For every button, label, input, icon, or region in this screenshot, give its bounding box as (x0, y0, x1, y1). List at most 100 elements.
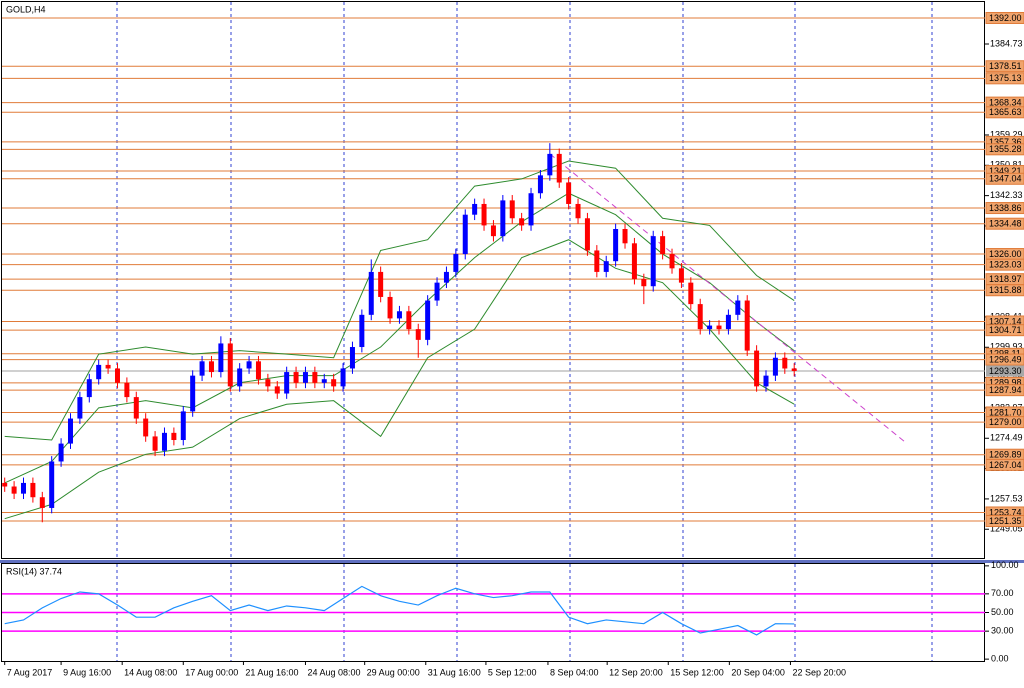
level-label: 1368.34 (989, 97, 1022, 107)
x-tick-label: 20 Sep 04:00 (731, 667, 785, 677)
level-label: 1269.89 (989, 450, 1022, 460)
candle-body (603, 261, 609, 272)
candle-body (772, 357, 778, 376)
x-tick-label: 5 Sep 12:00 (488, 667, 537, 677)
level-label: 1338.86 (989, 203, 1022, 213)
candle-body (754, 350, 760, 387)
candle-body (58, 443, 64, 462)
candle-body (566, 182, 572, 204)
chart-title: GOLD,H4 (6, 4, 46, 14)
candle-body (114, 368, 120, 383)
rsi-title: RSI(14) 37.74 (6, 566, 62, 576)
x-tick-label: 21 Aug 16:00 (245, 667, 298, 677)
level-label-box (985, 172, 1024, 185)
level-label: 1267.04 (989, 460, 1022, 470)
candle-body (425, 300, 431, 340)
candle-body (688, 282, 694, 305)
candle-body (396, 311, 402, 319)
y-tick-label: 50.00 (991, 607, 1014, 617)
x-tick-label: 22 Sep 20:00 (792, 667, 846, 677)
candle-body (11, 486, 17, 494)
candle-body (791, 368, 797, 371)
y-tick-label: 1384.73 (990, 38, 1023, 48)
candle-body (594, 250, 600, 272)
candle-body (650, 236, 656, 287)
candle-body (378, 271, 384, 297)
candle-body (190, 375, 196, 412)
main-frame (1, 1, 985, 559)
level-label: 1378.51 (989, 61, 1022, 71)
candle-body (284, 372, 290, 394)
level-label-box (985, 217, 1024, 230)
candle-body (39, 497, 45, 508)
candle-body (180, 411, 186, 441)
candle-body (660, 236, 666, 255)
y-tick-label: 1257.53 (990, 493, 1023, 503)
candle-body (716, 325, 722, 330)
candle-body (631, 243, 637, 280)
candle-body (359, 314, 365, 348)
level-label-box (985, 284, 1024, 297)
level-label: 1289.98 (989, 378, 1022, 388)
x-tick-label: 24 Aug 08:00 (307, 667, 360, 677)
candle-body (208, 361, 214, 373)
panel-separator (0, 560, 1024, 563)
y-tick-label: 0.00 (991, 654, 1009, 664)
candle-body (434, 282, 440, 301)
y-tick-label: 70.00 (991, 588, 1014, 598)
candle-body (105, 364, 111, 369)
y-tick-label: 1249.05 (990, 524, 1023, 534)
x-tick-label: 31 Aug 16:00 (428, 667, 481, 677)
level-label: 1307.14 (989, 316, 1022, 326)
candle-body (77, 397, 83, 419)
x-tick-label: 8 Sep 04:00 (550, 667, 599, 677)
candle-body (20, 482, 26, 494)
candle-body (453, 254, 459, 272)
x-tick-label: 15 Sep 12:00 (670, 667, 724, 677)
candle-body (678, 268, 684, 283)
x-tick-label: 17 Aug 00:00 (185, 667, 238, 677)
candle-body (49, 461, 55, 508)
candle-body (368, 271, 374, 315)
bollinger-upper (4, 160, 795, 441)
level-label: 1375.13 (989, 73, 1022, 83)
candle-body (406, 311, 412, 330)
level-label: 1296.49 (989, 354, 1022, 364)
candle-body (199, 361, 205, 376)
candle-body (556, 153, 562, 183)
x-tick-label: 29 Aug 00:00 (367, 667, 420, 677)
y-tick-label: 1350.81 (990, 160, 1023, 170)
current-price-box (986, 365, 1024, 377)
level-label-box (985, 60, 1024, 73)
candle-body (96, 364, 102, 380)
candle-body (415, 329, 421, 340)
level-label: 1281.70 (989, 407, 1022, 417)
y-tick-label: 30.00 (991, 626, 1014, 636)
candle-body (265, 379, 271, 387)
level-label: 1334.48 (989, 219, 1022, 229)
candle-body (237, 368, 243, 387)
level-label: 1304.71 (989, 325, 1022, 335)
level-label-box (985, 72, 1024, 85)
candle-body (133, 397, 139, 419)
candle-body (697, 304, 703, 330)
candle-body (509, 200, 515, 219)
level-label-box (985, 324, 1024, 337)
candle-body (387, 296, 393, 319)
level-label: 1253.74 (989, 507, 1022, 517)
level-label-box (985, 11, 1024, 24)
candle-body (519, 218, 525, 226)
level-label: 1347.04 (989, 174, 1022, 184)
level-label-box (985, 416, 1024, 429)
current-price-label: 1293.30 (989, 366, 1022, 376)
candle-body (735, 300, 741, 315)
candle-body (30, 482, 36, 498)
candle-body (321, 379, 327, 383)
level-label-box (985, 458, 1024, 471)
y-tick-label: 1299.93 (990, 342, 1023, 352)
level-label-box (985, 515, 1024, 528)
candle-body (312, 372, 318, 383)
candle-body (443, 271, 449, 283)
level-label-box (985, 143, 1024, 156)
